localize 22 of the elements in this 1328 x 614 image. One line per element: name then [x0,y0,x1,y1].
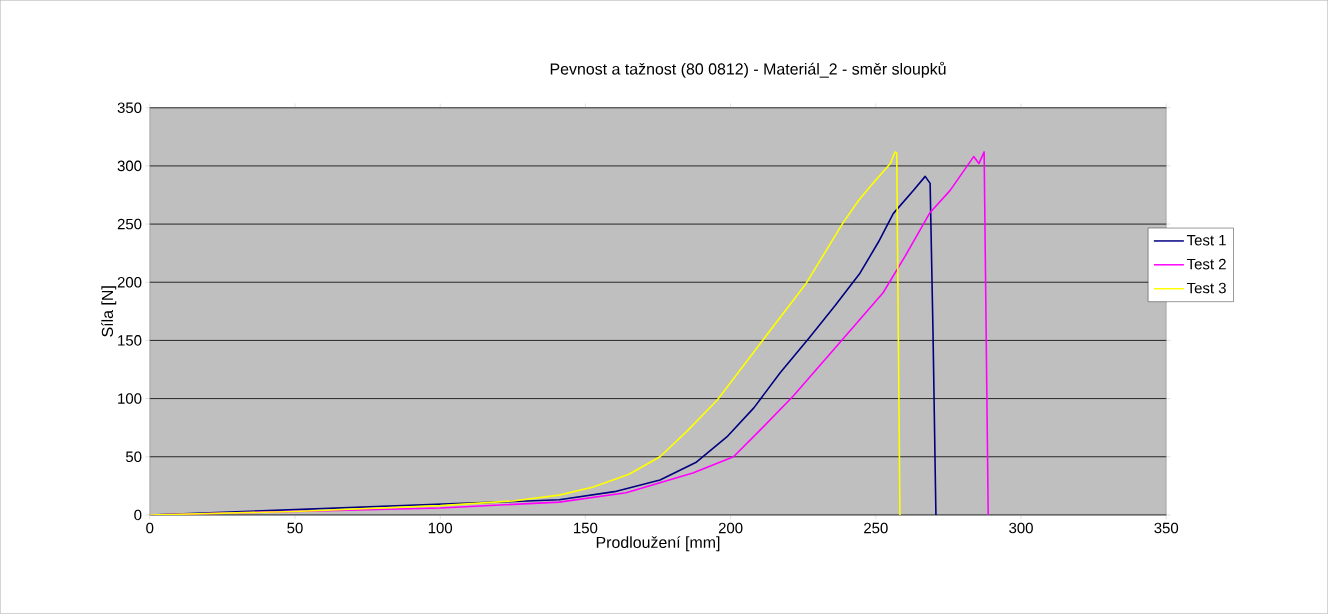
legend-label: Test 1 [1186,235,1226,246]
x-axis-title: Prodloužení [mm] [596,536,720,552]
y-tick-label: 200 [117,277,142,288]
x-tick-label: 100 [428,522,453,534]
y-tick-label: 250 [117,218,142,230]
x-tick-label: 350 [1154,522,1179,534]
y-tick-label: 350 [117,102,142,114]
x-tick-label: 200 [718,522,743,534]
y-axis-title: Síla [N] [101,286,117,337]
x-tick-label: 0 [146,522,154,534]
x-tick-label: 250 [864,522,888,534]
x-tick-label: 150 [574,522,598,534]
chart-title: Pevnost a tažnost (80 0812) - Materiál_2 - směr sloupků [550,61,946,78]
y-tick-label: 50 [125,451,142,463]
y-tick-label: 150 [118,335,142,346]
legend-label: Test 3 [1186,282,1226,294]
y-tick-label: 0 [134,509,142,521]
x-tick-label: 300 [1009,522,1033,534]
y-tick-label: 300 [117,160,142,172]
y-tick-label: 100 [118,393,142,405]
x-tick-label: 50 [287,522,303,534]
legend-label: Test 2 [1186,258,1226,270]
